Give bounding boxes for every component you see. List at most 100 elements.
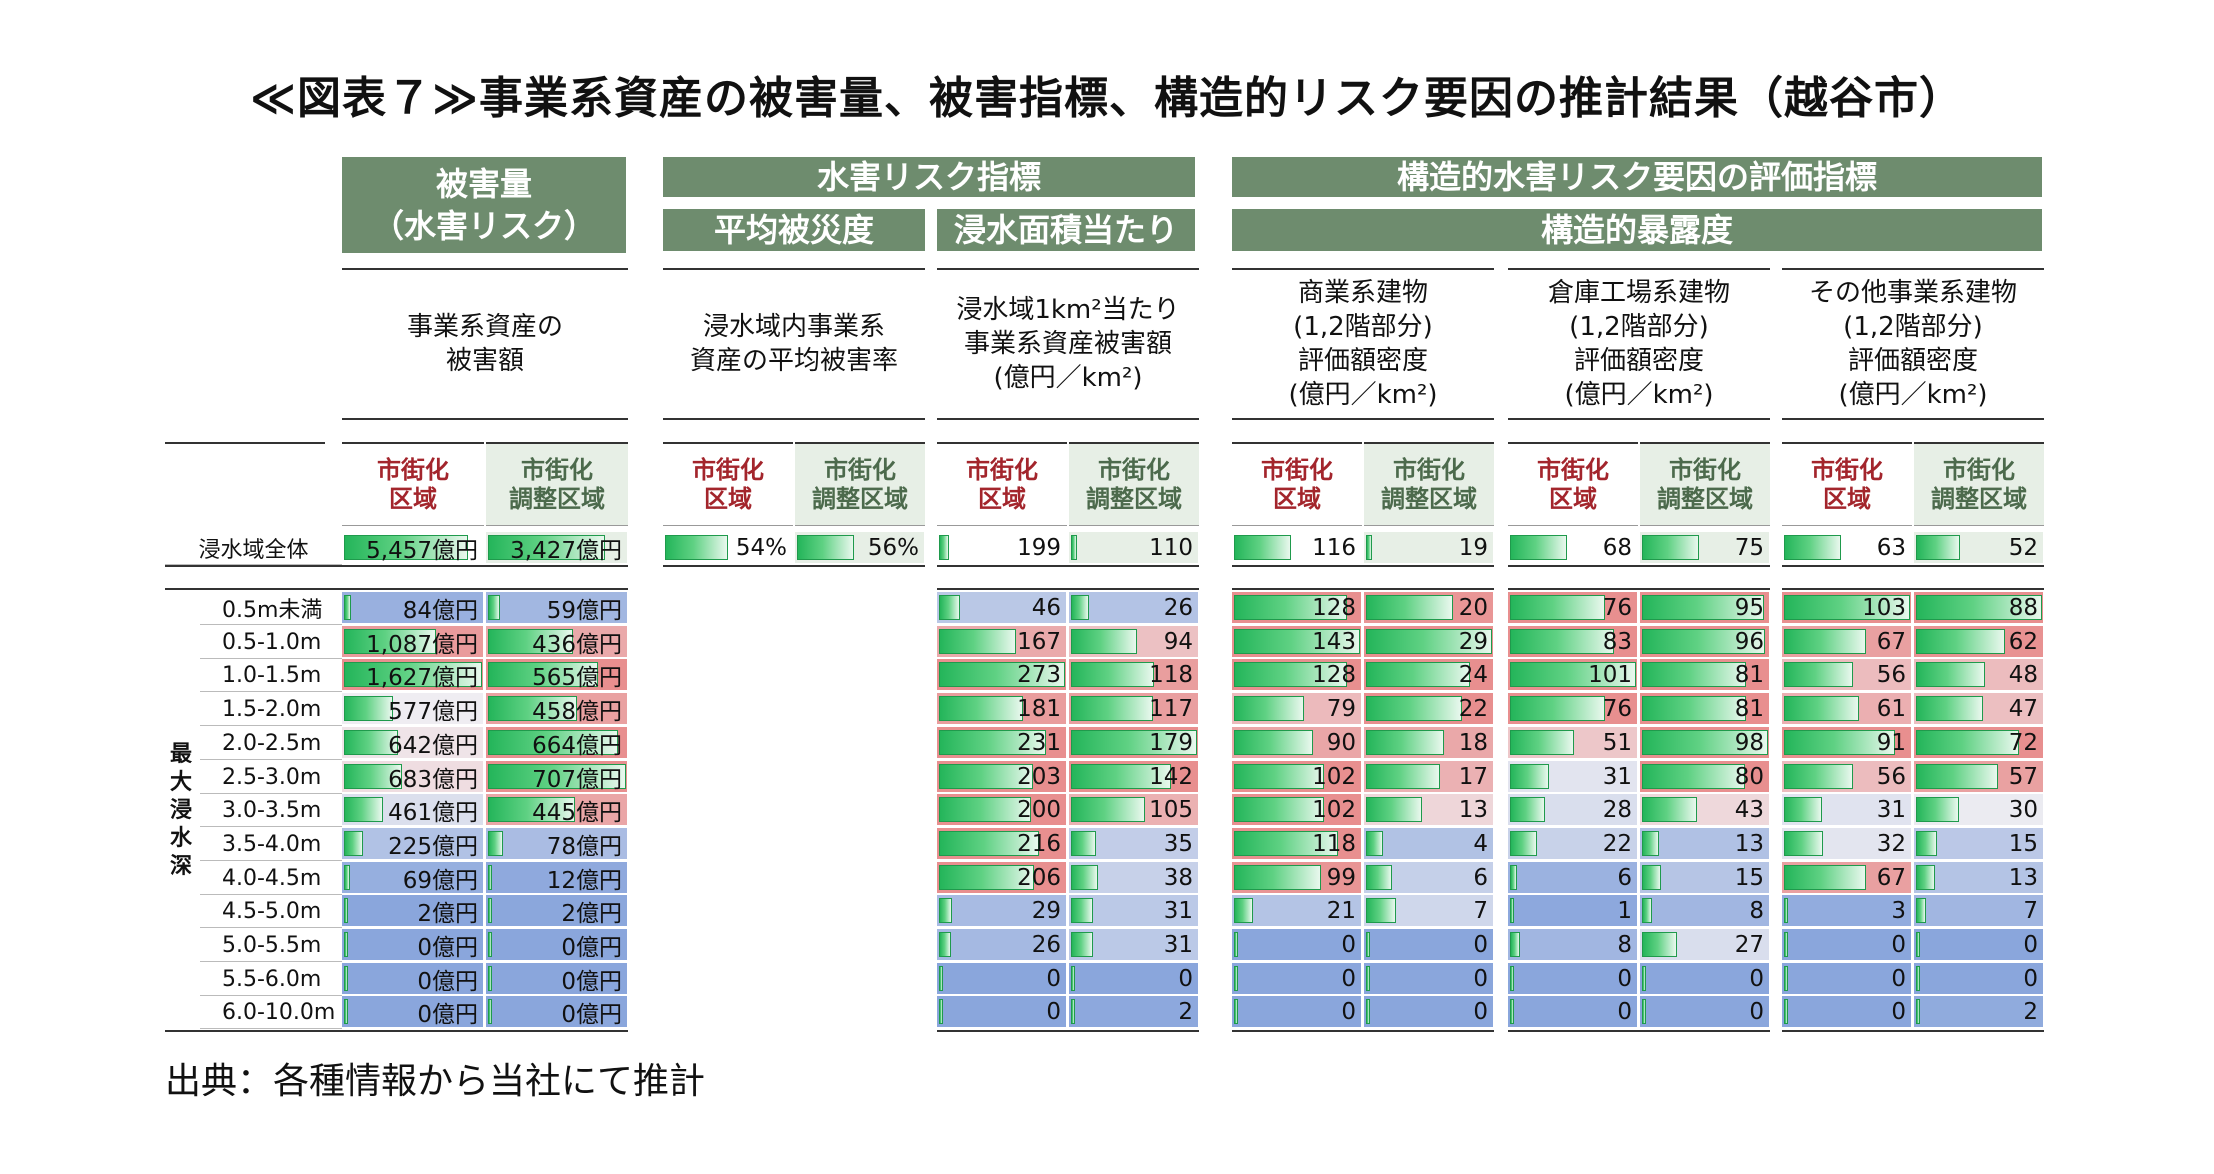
data-bar <box>1642 966 1646 991</box>
depth-cell: 31 <box>1069 895 1199 928</box>
cell-value: 117 <box>1149 695 1193 722</box>
data-bar <box>1366 730 1444 755</box>
data-bar <box>1234 865 1321 890</box>
depth-cell: 7 <box>1364 895 1494 928</box>
table-bottom-rule <box>1782 1030 2044 1032</box>
depth-cell: 1,087億円 <box>342 626 484 659</box>
cell-value: 2 <box>2023 998 2038 1025</box>
subheader-adjustment: 市街化 調整区域 <box>795 442 925 526</box>
data-bar <box>488 535 605 560</box>
depth-cell: 0 <box>1640 996 1770 1029</box>
subheader-urban: 市街化 区域 <box>663 442 793 526</box>
cell-value: 57 <box>2008 763 2038 790</box>
cell-value: 0億円 <box>417 934 478 961</box>
data-bar <box>1642 797 1697 822</box>
depth-cell: 102 <box>1232 761 1362 794</box>
cell-value: 80 <box>1734 763 1764 790</box>
data-bar <box>939 696 1023 721</box>
cell-value: 62 <box>2008 628 2038 655</box>
data-bar <box>939 730 1046 755</box>
depth-row-label: 1.5-2.0m <box>200 693 342 726</box>
cell-value: 0 <box>1749 998 1764 1025</box>
depth-cell: 98 <box>1640 727 1770 760</box>
data-bar <box>344 730 398 755</box>
column-description-text: 事業系資産の 被害額 <box>406 312 563 376</box>
depth-cell: 62 <box>1914 626 2044 659</box>
depth-cell: 22 <box>1364 693 1494 726</box>
cell-value: 273 <box>1017 661 1061 688</box>
table-top-rule <box>1508 588 1770 590</box>
cell-value: 0 <box>1178 965 1193 992</box>
data-bar <box>488 999 492 1024</box>
depth-cell: 90 <box>1232 727 1362 760</box>
table-bottom-rule <box>1232 1030 1494 1032</box>
depth-cell: 577億円 <box>342 693 484 726</box>
data-bar <box>1784 730 1895 755</box>
cell-value: 179 <box>1149 729 1193 756</box>
data-bar <box>1916 999 1920 1024</box>
depth-cell: 67 <box>1782 626 1912 659</box>
data-bar <box>1916 595 2042 620</box>
depth-cell: 2 <box>1069 996 1199 1029</box>
depth-cell: 22 <box>1508 828 1638 861</box>
cell-value: 1 <box>1617 897 1632 924</box>
data-bar <box>1916 966 1920 991</box>
depth-cell: 27 <box>1640 929 1770 962</box>
data-bar <box>1510 595 1605 620</box>
cell-value: 22 <box>1458 695 1488 722</box>
depth-row-label: 4.0-4.5m <box>200 862 342 895</box>
column-description-text: 商業系建物 (1,2階部分) 評価額密度 (億円／km²) <box>1288 278 1438 410</box>
data-bar <box>1916 865 1935 890</box>
depth-cell: 1,627億円 <box>342 659 484 692</box>
depth-group-text: 最 大 浸 水 深 <box>169 742 192 880</box>
cell-value: 105 <box>1149 796 1193 823</box>
cell-value: 8 <box>1617 931 1632 958</box>
total-cell: 52 <box>1914 532 2044 565</box>
cell-value: 167 <box>1017 628 1061 655</box>
cell-value: 20 <box>1458 594 1488 621</box>
depth-cell: 72 <box>1914 727 2044 760</box>
depth-cell: 0 <box>1364 996 1494 1029</box>
cell-value: 68 <box>1602 534 1632 561</box>
data-bar <box>1784 535 1841 560</box>
cell-value: 19 <box>1458 534 1488 561</box>
depth-cell: 26 <box>937 929 1067 962</box>
cell-value: 0億円 <box>561 934 622 961</box>
cell-value: 46 <box>1031 594 1061 621</box>
column-description-text: 倉庫工場系建物 (1,2階部分) 評価額密度 (億円／km²) <box>1547 278 1730 410</box>
depth-cell: 95 <box>1640 592 1770 625</box>
depth-cell: 0 <box>1914 963 2044 996</box>
depth-cell: 216 <box>937 828 1067 861</box>
depth-cell: 203 <box>937 761 1067 794</box>
depth-row-label: 5.5-6.0m <box>200 963 342 996</box>
column-description-text: 浸水域1km²当たり 事業系資産被害額 (億円／km²) <box>956 295 1180 393</box>
depth-cell: 0 <box>1232 929 1362 962</box>
cell-value: 116 <box>1312 534 1356 561</box>
data-bar <box>488 595 500 620</box>
cell-value: 6 <box>1617 864 1632 891</box>
cell-value: 31 <box>1602 763 1632 790</box>
data-bar <box>1071 662 1154 687</box>
data-bar <box>939 898 952 923</box>
data-bar <box>1642 629 1765 654</box>
data-bar <box>344 932 348 957</box>
depth-cell: 38 <box>1069 862 1199 895</box>
data-bar <box>1784 831 1823 856</box>
depth-cell: 101 <box>1508 659 1638 692</box>
data-bar <box>1642 730 1768 755</box>
cell-value: 2億円 <box>417 900 478 927</box>
depth-cell: 436億円 <box>486 626 628 659</box>
table-bottom-rule <box>937 1030 1199 1032</box>
cell-value: 99 <box>1326 864 1356 891</box>
depth-cell: 29 <box>1364 626 1494 659</box>
depth-row-label: 1.0-1.5m <box>200 659 342 692</box>
data-bar <box>1234 662 1347 687</box>
table-top-rule <box>937 588 1199 590</box>
depth-cell: 445億円 <box>486 794 628 827</box>
cell-value: 181 <box>1017 695 1061 722</box>
row-rule <box>342 565 628 567</box>
depth-cell: 81 <box>1640 693 1770 726</box>
cell-value: 128 <box>1312 594 1356 621</box>
depth-cell: 167 <box>937 626 1067 659</box>
total-row-label: 浸水域全体 <box>165 532 342 565</box>
